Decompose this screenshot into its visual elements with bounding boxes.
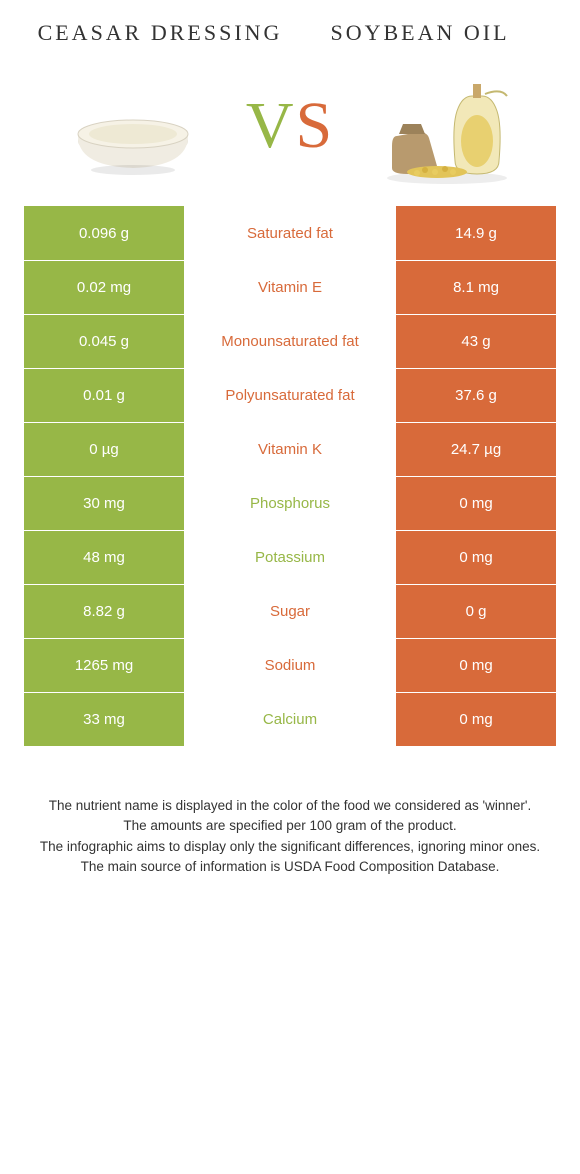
table-row: 0 µgVitamin K24.7 µg xyxy=(24,422,556,476)
nutrient-label: Sodium xyxy=(184,639,396,692)
right-food-image xyxy=(344,66,550,186)
right-value: 14.9 g xyxy=(396,206,556,260)
right-value: 0 mg xyxy=(396,639,556,692)
header-titles: Ceasar dressing Soybean oil xyxy=(0,0,580,56)
right-title-col: Soybean oil xyxy=(290,20,550,46)
left-value: 0.01 g xyxy=(24,369,184,422)
left-value: 0.045 g xyxy=(24,315,184,368)
right-value: 0 mg xyxy=(396,693,556,746)
nutrient-label: Saturated fat xyxy=(184,206,396,260)
table-row: 0.045 gMonounsaturated fat43 g xyxy=(24,314,556,368)
footnote-line-1: The nutrient name is displayed in the co… xyxy=(30,796,550,816)
nutrient-label: Monounsaturated fat xyxy=(184,315,396,368)
oil-icon xyxy=(377,66,517,186)
nutrient-label: Vitamin K xyxy=(184,423,396,476)
right-value: 24.7 µg xyxy=(396,423,556,476)
left-value: 0 µg xyxy=(24,423,184,476)
nutrient-label: Phosphorus xyxy=(184,477,396,530)
table-row: 30 mgPhosphorus0 mg xyxy=(24,476,556,530)
table-row: 48 mgPotassium0 mg xyxy=(24,530,556,584)
nutrient-label: Vitamin E xyxy=(184,261,396,314)
comparison-table: 0.096 gSaturated fat14.9 g0.02 mgVitamin… xyxy=(0,206,580,746)
left-value: 48 mg xyxy=(24,531,184,584)
right-value: 0 mg xyxy=(396,531,556,584)
nutrient-label: Polyunsaturated fat xyxy=(184,369,396,422)
nutrient-label: Sugar xyxy=(184,585,396,638)
left-value: 33 mg xyxy=(24,693,184,746)
right-value: 8.1 mg xyxy=(396,261,556,314)
left-value: 0.02 mg xyxy=(24,261,184,314)
left-food-title: Ceasar dressing xyxy=(30,20,290,46)
left-title-col: Ceasar dressing xyxy=(30,20,290,46)
table-row: 0.02 mgVitamin E8.1 mg xyxy=(24,260,556,314)
right-value: 43 g xyxy=(396,315,556,368)
right-value: 0 mg xyxy=(396,477,556,530)
footnote: The nutrient name is displayed in the co… xyxy=(0,746,580,897)
table-row: 8.82 gSugar0 g xyxy=(24,584,556,638)
vs-label: VS xyxy=(236,88,344,164)
footnote-line-2: The amounts are specified per 100 gram o… xyxy=(30,816,550,836)
right-value: 0 g xyxy=(396,585,556,638)
table-row: 33 mgCalcium0 mg xyxy=(24,692,556,746)
nutrient-label: Calcium xyxy=(184,693,396,746)
vs-row: VS xyxy=(0,56,580,206)
left-value: 1265 mg xyxy=(24,639,184,692)
left-value: 8.82 g xyxy=(24,585,184,638)
right-value: 37.6 g xyxy=(396,369,556,422)
vs-s: S xyxy=(295,89,334,162)
nutrient-label: Potassium xyxy=(184,531,396,584)
table-row: 0.01 gPolyunsaturated fat37.6 g xyxy=(24,368,556,422)
footnote-line-4: The main source of information is USDA F… xyxy=(30,857,550,877)
left-food-image xyxy=(30,76,236,176)
bowl-icon xyxy=(63,76,203,176)
left-value: 0.096 g xyxy=(24,206,184,260)
right-food-title: Soybean oil xyxy=(290,20,550,46)
table-row: 1265 mgSodium0 mg xyxy=(24,638,556,692)
vs-v: V xyxy=(246,89,296,162)
table-row: 0.096 gSaturated fat14.9 g xyxy=(24,206,556,260)
footnote-line-3: The infographic aims to display only the… xyxy=(30,837,550,857)
left-value: 30 mg xyxy=(24,477,184,530)
